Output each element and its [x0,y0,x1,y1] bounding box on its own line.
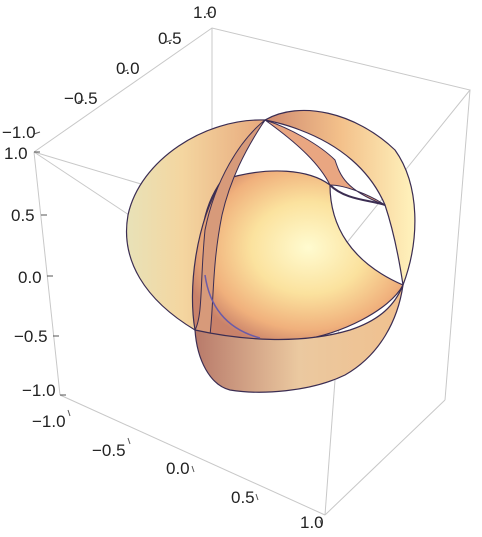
left-axis-tick: 1.0 [4,144,28,163]
left-axis-tick: −0.5 [14,327,48,346]
bottom-axis-tick: 0.5 [231,488,255,507]
bottom-axis: −1.0 −0.5 0.0 0.5 1.0 [32,412,324,532]
top-axis: 1.0 0.5 0.0 −0.5 −1.0 [2,3,217,142]
surface-upper-band [263,109,416,288]
tick-marks [33,11,323,527]
left-axis: 1.0 0.5 0.0 −0.5 −1.0 [4,144,56,400]
top-axis-tick: −1.0 [2,123,36,142]
surface [126,109,416,393]
bottom-axis-tick: 0.0 [166,459,190,478]
top-axis-tick: 1.0 [193,3,217,22]
top-axis-tick: −0.5 [64,89,98,108]
left-axis-tick: 0.0 [18,268,42,287]
left-axis-tick: −1.0 [22,381,56,400]
surface-bottom-band [194,284,404,393]
left-axis-tick: 0.5 [11,206,35,225]
bottom-axis-tick: −0.5 [92,441,126,460]
top-axis-tick: 0.0 [116,59,140,78]
surface-center-cap [191,170,404,343]
bottom-axis-tick: 1.0 [300,513,324,532]
top-axis-tick: 0.5 [158,29,182,48]
bottom-axis-tick: −1.0 [32,412,66,431]
